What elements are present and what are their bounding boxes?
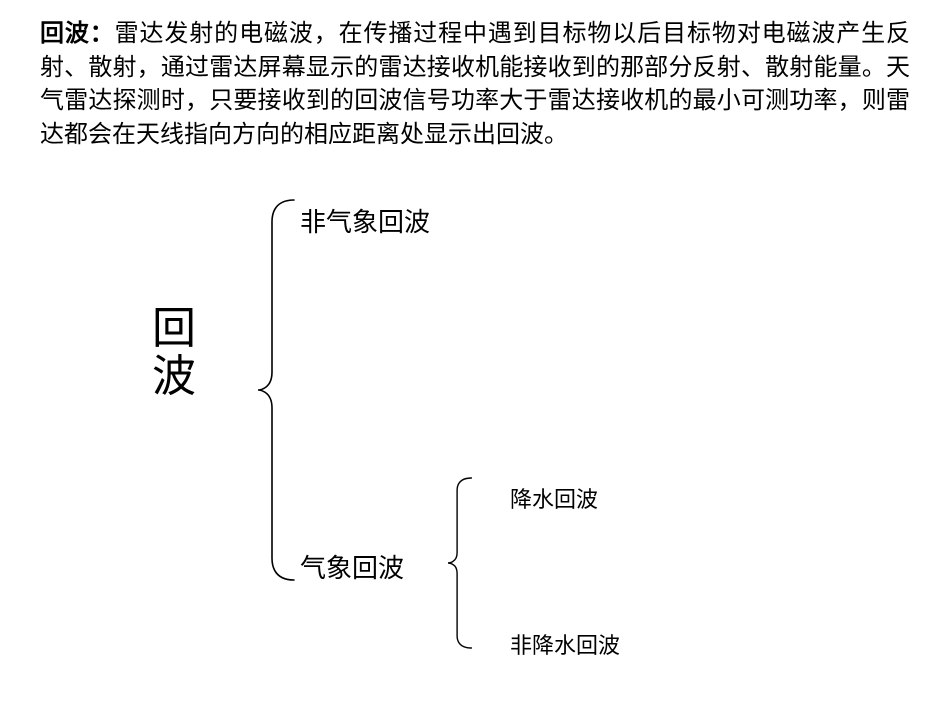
diagram-root-label: 回波 [152,305,196,402]
root-char-1: 回 [152,305,196,353]
root-char-2: 波 [152,353,196,401]
definition-term: 回波： [40,21,115,47]
branch-meteorological: 气象回波 [300,548,404,585]
small-brace [448,478,474,648]
big-brace [258,200,298,580]
sub-branch-non-precipitation: 非降水回波 [510,628,620,660]
branch-non-meteorological: 非气象回波 [300,202,430,239]
definition-body: 雷达发射的电磁波，在传播过程中遇到目标物以后目标物对电磁波产生反射、散射，通过雷… [40,21,910,148]
sub-branch-precipitation: 降水回波 [510,482,598,514]
definition-paragraph: 回波：雷达发射的电磁波，在传播过程中遇到目标物以后目标物对电磁波产生反射、散射，… [40,18,910,152]
